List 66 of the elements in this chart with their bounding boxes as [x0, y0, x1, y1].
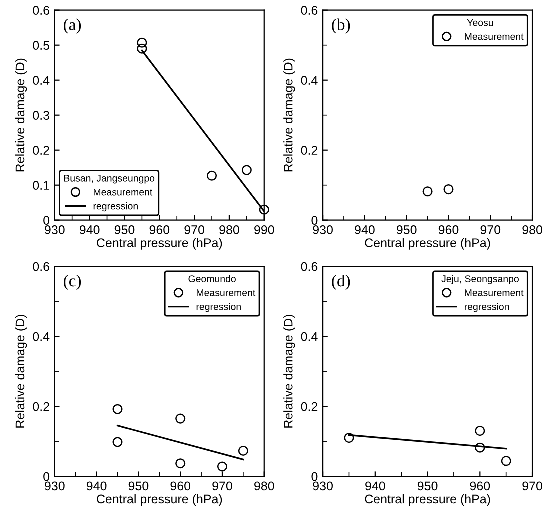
y-axis-title: Relative damage (D) — [284, 58, 296, 172]
y-tick-label: 0 — [312, 216, 318, 226]
y-tick-label: 0 — [44, 216, 50, 226]
legend-label: Measurement — [465, 290, 524, 296]
x-axis-title: Central pressure (hPa) — [97, 238, 222, 250]
y-tick-label: 0.4 — [301, 76, 318, 86]
legend-label: regression — [464, 303, 510, 312]
legend-title: Jeju, Seongsanpo — [442, 275, 519, 284]
x-tick-label: 940 — [366, 482, 386, 491]
x-tick-label: 930 — [313, 482, 333, 491]
y-axis-title: Relative damage (D) — [15, 58, 28, 172]
x-tick-label: 930 — [45, 226, 65, 234]
x-axis-title: Central pressure (hPa) — [365, 238, 490, 250]
x-tick-label: 990 — [254, 226, 274, 234]
legend-label: regression — [196, 303, 241, 312]
x-tick-label: 970 — [212, 482, 232, 491]
x-tick-label: 950 — [128, 482, 149, 491]
y-tick-label: 0.5 — [33, 41, 50, 50]
y-tick-label: 0.6 — [301, 262, 318, 272]
x-tick-label: 940 — [355, 226, 375, 234]
y-tick-label: 0.2 — [33, 146, 50, 156]
x-tick-label: 980 — [220, 226, 240, 234]
x-tick-label: 970 — [184, 226, 204, 234]
x-tick-label: 960 — [150, 226, 170, 234]
y-tick-label: 0.6 — [33, 262, 50, 272]
y-axis-title: Relative damage (D) — [284, 315, 296, 428]
annotation: (b) — [332, 18, 350, 34]
x-tick-label: 960 — [470, 482, 490, 491]
annotation: (a) — [64, 18, 82, 34]
y-tick-label: 0.2 — [33, 402, 50, 412]
x-tick-label: 930 — [45, 482, 65, 491]
x-tick-label: 940 — [80, 226, 100, 234]
x-axis-title: Central pressure (hPa) — [365, 494, 490, 506]
x-tick-label: 940 — [86, 482, 107, 491]
y-tick-label: 0.6 — [33, 6, 50, 16]
x-tick-label: 980 — [254, 482, 274, 491]
annotation: (d) — [332, 274, 350, 290]
y-tick-label: 0.4 — [33, 332, 50, 342]
legend-label: Measurement — [94, 188, 153, 196]
y-tick-label: 0.4 — [301, 332, 318, 342]
legend-label: Measurement — [197, 290, 256, 296]
y-axis-title: Relative damage (D) — [15, 315, 28, 428]
legend-title: Busan, Jangseungpo — [64, 175, 155, 184]
legend-title: Geomundo — [188, 275, 236, 282]
y-tick-label: 0.2 — [301, 146, 318, 156]
x-tick-label: 960 — [170, 482, 191, 491]
x-tick-label: 950 — [114, 226, 135, 234]
y-tick-label: 0 — [312, 472, 318, 482]
x-tick-label: 930 — [313, 226, 333, 234]
x-axis-title: Central pressure (hPa) — [97, 494, 222, 506]
y-tick-label: 0.6 — [301, 6, 318, 16]
legend-label: Measurement — [465, 33, 524, 40]
annotation: (c) — [64, 274, 82, 290]
legend-title: Yeosu — [467, 19, 494, 26]
y-tick-label: 0.3 — [33, 111, 50, 120]
x-tick-label: 950 — [418, 482, 438, 491]
legend-label: regression — [94, 202, 138, 212]
x-tick-label: 950 — [396, 226, 417, 234]
y-tick-label: 0.2 — [301, 402, 318, 412]
x-tick-label: 980 — [522, 226, 542, 234]
x-tick-label: 960 — [438, 226, 459, 234]
x-tick-label: 970 — [480, 226, 501, 234]
x-tick-label: 970 — [522, 482, 542, 491]
y-tick-label: 0 — [44, 472, 50, 482]
y-tick-label: 0.1 — [33, 181, 50, 190]
y-tick-label: 0.4 — [33, 76, 50, 86]
